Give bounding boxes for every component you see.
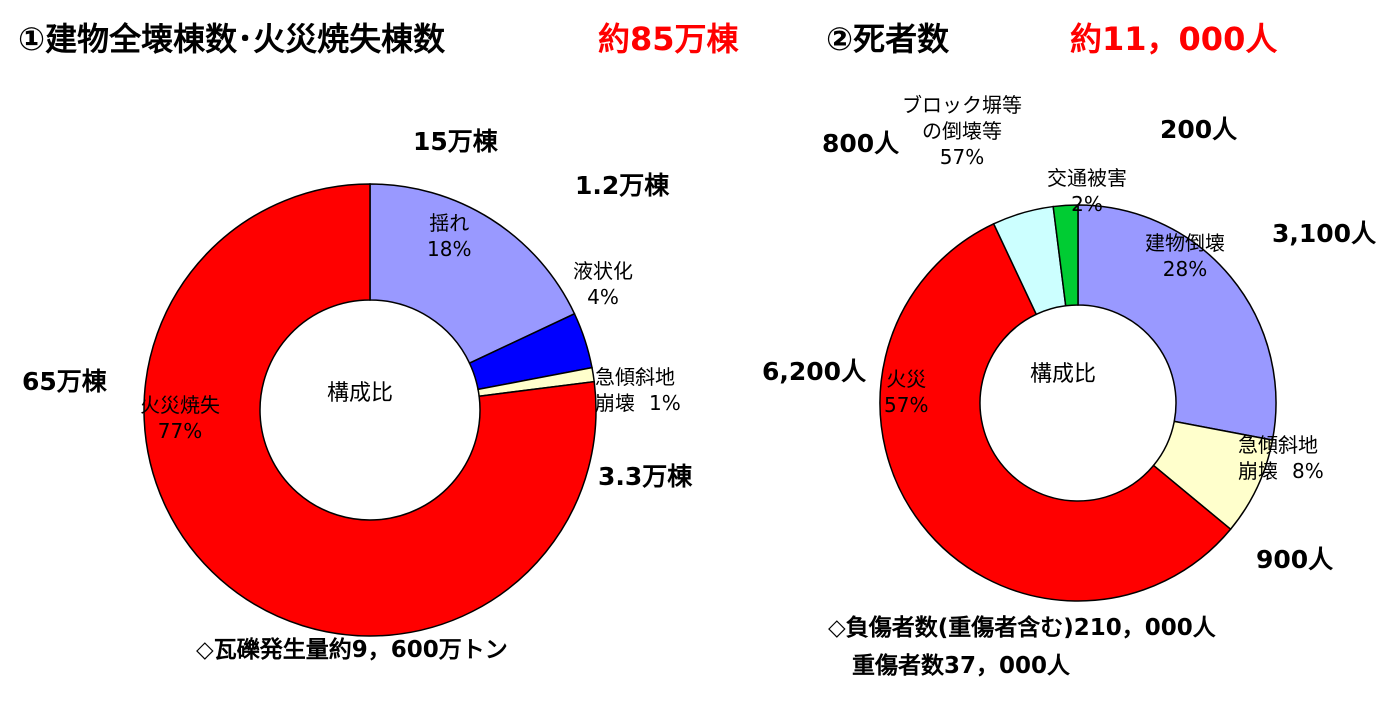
- chart1-count-liquefaction: 1.2万棟: [575, 171, 670, 200]
- chart1-slice-3: [143, 183, 597, 637]
- chart2-label-traffic: 交通被害 2%: [1047, 166, 1127, 216]
- chart1-label-shake: 揺れ 18%: [427, 211, 472, 261]
- chart2-count-collapse: 3,100人: [1272, 219, 1377, 248]
- chart1-note: ◇瓦礫発生量約9，600万トン: [196, 637, 508, 663]
- chart2-count-fire: 6,200人: [762, 357, 867, 386]
- chart2-title: ②死者数: [826, 20, 950, 58]
- chart1-count-slope: 3.3万棟: [598, 462, 693, 491]
- chart1-total: 約85万棟: [598, 20, 739, 58]
- chart2-slice-2: [879, 222, 1232, 602]
- chart2-label-collapse: 建物倒壊 28%: [1145, 231, 1225, 281]
- donut-chart-buildings: [143, 183, 597, 637]
- chart1-slice-0: [369, 183, 576, 365]
- donut-chart-deaths: [879, 204, 1277, 602]
- chart1-count-shake: 15万棟: [413, 127, 498, 156]
- chart1-center-label: 構成比: [327, 381, 394, 406]
- chart2-note-line1: ◇負傷者数(重傷者含む)210，000人: [828, 615, 1216, 641]
- chart1-label-fire: 火災焼失 77%: [140, 393, 220, 443]
- chart2-count-slope: 900人: [1256, 545, 1334, 574]
- chart2-total: 約11，000人: [1070, 20, 1278, 58]
- chart1-label-liquefaction: 液状化 4%: [573, 259, 633, 309]
- chart1-count-fire: 65万棟: [22, 367, 107, 396]
- chart1-title: ①建物全壊棟数･火災焼失棟数: [18, 20, 446, 58]
- chart2-center-label: 構成比: [1030, 362, 1097, 387]
- chart2-label-block-wall: ブロック塀等 の倒壊等 57%: [902, 93, 1022, 169]
- chart2-label-slope: 急傾斜地 崩壊 8%: [1238, 433, 1324, 483]
- chart2-count-block-wall: 800人: [822, 129, 900, 158]
- chart2-count-traffic: 200人: [1160, 115, 1238, 144]
- chart2-slice-0: [1077, 204, 1277, 441]
- chart1-label-slope: 急傾斜地 崩壊 1%: [595, 365, 681, 415]
- chart2-note-line2: 重傷者数37，000人: [852, 653, 1071, 679]
- chart2-label-fire: 火災 57%: [884, 367, 929, 417]
- chart2-slice-4: [1052, 204, 1079, 307]
